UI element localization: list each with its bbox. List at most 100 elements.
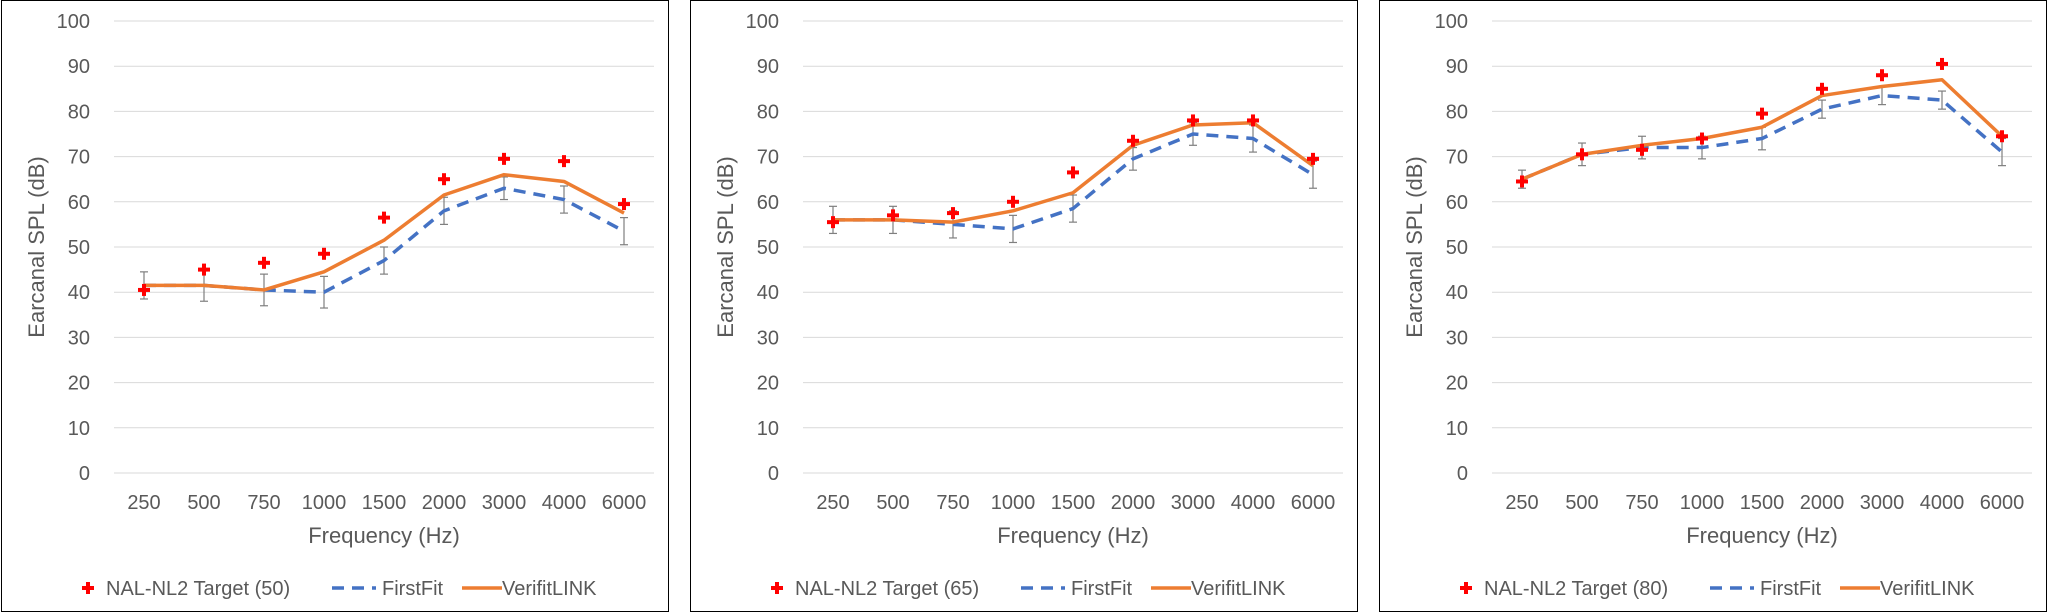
- legend: NAL-NL2 Target (65) FirstFit VerifitLINK: [771, 578, 1286, 600]
- x-axis-title: Frequency (Hz): [997, 523, 1149, 548]
- chart-svg: 0 10 20 30 40 50 60 70 80 90 100 250 500 750 1000 1500 2…: [24, 11, 654, 600]
- y-tick-label: 10: [68, 418, 90, 440]
- x-tick-label: 4000: [542, 492, 587, 514]
- x-tick-label: 1000: [991, 492, 1036, 514]
- plus-marker-v: [1760, 107, 1764, 120]
- plus-marker-v: [1131, 134, 1135, 147]
- plus-marker-v: [1940, 57, 1944, 70]
- y-axis-title: Earcanal SPL (dB): [24, 156, 49, 337]
- target-point: [1007, 195, 1019, 208]
- plus-marker-v: [322, 247, 326, 260]
- error-bar: [620, 217, 628, 246]
- y-axis-title: Earcanal SPL (dB): [713, 156, 738, 337]
- plus-marker-v: [262, 256, 266, 269]
- x-tick-label: 250: [127, 492, 160, 514]
- plus-marker-v: [831, 216, 835, 229]
- verifitlink-line: [1521, 78, 2004, 181]
- chart-panel-50: 0 10 20 30 40 50 60 70 80 90 100 250 500 750 1000 1500 2…: [1, 0, 669, 612]
- target-point: [438, 173, 450, 186]
- y-tick-label: 50: [68, 237, 90, 259]
- y-tick-label: 20: [68, 373, 90, 395]
- plus-marker-v: [442, 173, 446, 186]
- target-point: [258, 256, 270, 269]
- x-tick-label: 6000: [1291, 492, 1336, 514]
- y-tick-label: 80: [68, 101, 90, 123]
- target-point: [1576, 148, 1588, 161]
- plus-marker-v: [622, 198, 626, 211]
- target-point: [1307, 152, 1319, 165]
- y-tick-label: 50: [1446, 237, 1468, 259]
- target-point: [1636, 143, 1648, 156]
- x-tick-label: 500: [876, 492, 909, 514]
- target-point: [1816, 82, 1828, 95]
- legend-target-marker-v: [1464, 582, 1468, 594]
- y-tick-label: 20: [1446, 373, 1468, 395]
- y-tick-label: 0: [768, 463, 779, 485]
- x-tick-label: 4000: [1920, 492, 1965, 514]
- target-point: [498, 152, 510, 165]
- chart-panel-80: 0 10 20 30 40 50 60 70 80 90 100 250 500 750 1000 1500 2…: [1379, 0, 2047, 612]
- target-point: [558, 155, 570, 168]
- plus-marker-v: [142, 283, 146, 296]
- legend-target-label: NAL-NL2 Target (50): [106, 578, 290, 600]
- plus-marker-v: [1580, 148, 1584, 161]
- x-axis-title: Frequency (Hz): [1686, 523, 1838, 548]
- y-tick-label: 80: [757, 101, 779, 123]
- plus-marker-v: [202, 263, 206, 276]
- plus-marker-v: [1640, 143, 1644, 156]
- target-point: [318, 247, 330, 260]
- x-tick-label: 2000: [422, 492, 467, 514]
- x-tick-label: 6000: [1980, 492, 2025, 514]
- legend-firstfit-label: FirstFit: [1071, 578, 1133, 600]
- legend: NAL-NL2 Target (50) FirstFit VerifitLINK: [82, 578, 597, 600]
- x-tick-label: 250: [816, 492, 849, 514]
- plus-marker-v: [1191, 114, 1195, 127]
- y-tick-label: 60: [68, 192, 90, 214]
- target-point: [1936, 57, 1948, 70]
- y-tick-label: 90: [68, 56, 90, 78]
- plus-marker-v: [2000, 130, 2004, 143]
- y-tick-label: 100: [57, 11, 90, 33]
- target-point: [1187, 114, 1199, 127]
- x-tick-label: 2000: [1111, 492, 1156, 514]
- y-tick-label: 100: [1435, 11, 1468, 33]
- plus-marker-v: [1700, 132, 1704, 145]
- plus-marker-v: [1520, 175, 1524, 188]
- target-point: [1756, 107, 1768, 120]
- target-point: [1876, 69, 1888, 82]
- chart-svg: 0 10 20 30 40 50 60 70 80 90 100 250 500 750 1000 1500 2…: [713, 11, 1343, 600]
- y-tick-label: 80: [1446, 101, 1468, 123]
- target-point: [1516, 175, 1528, 188]
- y-tick-label: 20: [757, 373, 779, 395]
- legend: NAL-NL2 Target (80) FirstFit VerifitLINK: [1460, 578, 1975, 600]
- y-tick-label: 90: [1446, 56, 1468, 78]
- x-tick-label: 3000: [1860, 492, 1905, 514]
- plus-marker-v: [951, 207, 955, 220]
- y-tick-label: 70: [68, 147, 90, 169]
- x-tick-label: 3000: [482, 492, 527, 514]
- y-tick-label: 0: [79, 463, 90, 485]
- x-tick-label: 2000: [1800, 492, 1845, 514]
- legend-target-marker-v: [775, 582, 779, 594]
- plus-marker-v: [1880, 69, 1884, 82]
- plus-marker-v: [1251, 114, 1255, 127]
- y-tick-label: 70: [757, 147, 779, 169]
- x-tick-label: 1500: [1051, 492, 1096, 514]
- x-tick-label: 750: [936, 492, 969, 514]
- verifitlink-line: [833, 120, 1315, 224]
- x-tick-label: 500: [187, 492, 220, 514]
- error-bar: [1818, 99, 1826, 119]
- y-tick-label: 70: [1446, 147, 1468, 169]
- x-tick-label: 1500: [362, 492, 407, 514]
- y-tick-label: 50: [757, 237, 779, 259]
- plus-marker-v: [891, 209, 895, 222]
- legend-target-label: NAL-NL2 Target (80): [1484, 578, 1668, 600]
- target-point: [378, 211, 390, 224]
- x-tick-label: 750: [247, 492, 280, 514]
- chart-panel-65: 0 10 20 30 40 50 60 70 80 90 100 250 500 750 1000 1500 2…: [690, 0, 1358, 612]
- y-tick-label: 30: [757, 327, 779, 349]
- y-tick-label: 60: [1446, 192, 1468, 214]
- y-tick-label: 60: [757, 192, 779, 214]
- target-point: [827, 216, 839, 229]
- plus-marker-v: [562, 155, 566, 168]
